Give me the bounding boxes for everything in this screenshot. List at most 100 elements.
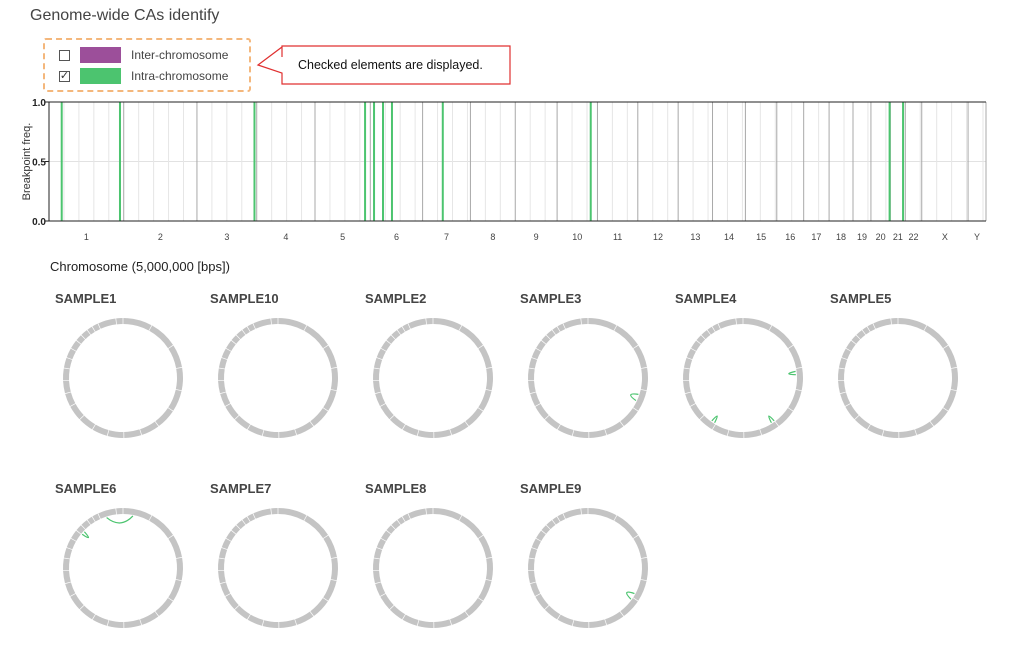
chromosome-arc bbox=[841, 369, 842, 380]
chromosome-arc bbox=[151, 328, 171, 346]
chromosome-arc bbox=[66, 381, 68, 393]
chromosome-arc bbox=[171, 390, 179, 409]
chromosome-arc bbox=[221, 559, 222, 570]
chromosome-arc bbox=[238, 333, 243, 337]
x-tick-label: 3 bbox=[224, 232, 229, 242]
chromosome-arc bbox=[622, 410, 635, 424]
chromosome-arc bbox=[699, 337, 703, 342]
chromosome-arc bbox=[791, 347, 799, 367]
x-tick-label: 11 bbox=[613, 232, 622, 242]
chromosome-arc bbox=[694, 342, 699, 349]
chromosome-arc bbox=[157, 600, 170, 614]
chromosome-arc bbox=[89, 519, 93, 522]
chromosome-arc bbox=[531, 381, 533, 393]
chromosome-arc bbox=[171, 347, 179, 367]
chromosome-arc bbox=[404, 326, 409, 329]
chromosome-arc bbox=[296, 424, 312, 432]
chromosome-arc bbox=[693, 405, 702, 417]
chromosome-arc bbox=[532, 549, 534, 558]
breakpoint-bar bbox=[61, 102, 63, 221]
chromosome-arc bbox=[399, 519, 403, 522]
chromosome-arc bbox=[229, 532, 234, 539]
chromosome-arc bbox=[864, 329, 868, 332]
chromosome-arc bbox=[334, 368, 335, 389]
chromosome-arc bbox=[393, 333, 398, 337]
intra-chromosome-link bbox=[627, 592, 635, 599]
y-tick-label: 0.0 bbox=[32, 217, 46, 228]
sample-panel[interactable]: SAMPLE8 bbox=[365, 481, 515, 651]
chromosome-arc bbox=[547, 418, 559, 427]
chromosome-arc bbox=[279, 432, 295, 435]
intra-chromosome-link bbox=[82, 532, 88, 538]
sample-panel[interactable]: SAMPLE9 bbox=[520, 481, 670, 651]
sample-panel[interactable]: SAMPLE3 bbox=[520, 291, 670, 461]
intra-chromosome-link bbox=[789, 371, 796, 374]
chromosome-arc bbox=[544, 337, 548, 342]
chromosome-arc bbox=[622, 600, 635, 614]
chromosome-arc bbox=[74, 342, 79, 349]
chromosome-arc bbox=[225, 540, 229, 548]
x-tick-label: 19 bbox=[857, 232, 867, 242]
y-tick-label: 1.0 bbox=[32, 98, 46, 109]
sample-panel[interactable]: SAMPLE4 bbox=[675, 291, 825, 461]
legend-item-intra[interactable]: ✓ Intra-chromosome bbox=[59, 67, 228, 85]
chromosome-arc bbox=[791, 390, 799, 409]
chromosome-arc bbox=[179, 368, 180, 389]
x-axis-label: Chromosome (5,000,000 [bps]) bbox=[50, 259, 230, 274]
chromosome-arc bbox=[559, 617, 573, 623]
chromosome-arc bbox=[383, 405, 392, 417]
chromosome-arc bbox=[702, 418, 714, 427]
chromosome-arc bbox=[376, 571, 378, 583]
chromosome-arc bbox=[589, 432, 605, 435]
chromosome-arc bbox=[83, 333, 88, 337]
legend-item-inter[interactable]: Inter-chromosome bbox=[59, 46, 228, 64]
x-tick-label: 7 bbox=[444, 232, 449, 242]
circos-plot bbox=[55, 493, 205, 643]
chromosome-arc bbox=[326, 390, 334, 409]
circos-plot bbox=[210, 303, 360, 453]
chromosome-arc bbox=[686, 369, 687, 380]
x-tick-label: 16 bbox=[785, 232, 795, 242]
sample-panel[interactable]: SAMPLE5 bbox=[830, 291, 980, 461]
chromosome-arc bbox=[94, 326, 99, 329]
chromosome-arc bbox=[378, 393, 383, 405]
chromosome-arc bbox=[255, 511, 271, 516]
chromosome-arc bbox=[124, 432, 140, 435]
chromosome-arc bbox=[744, 432, 760, 435]
page-title: Genome-wide CAs identify bbox=[30, 7, 219, 25]
intra-chromosome-checkbox[interactable]: ✓ bbox=[59, 71, 70, 82]
chromosome-arc bbox=[79, 527, 83, 532]
chromosome-arc bbox=[249, 427, 263, 433]
chromosome-arc bbox=[433, 511, 460, 518]
sample-panel[interactable]: SAMPLE10 bbox=[210, 291, 360, 461]
chromosome-arc bbox=[67, 359, 69, 368]
sample-panel[interactable]: SAMPLE6 bbox=[55, 481, 205, 651]
chromosome-arc bbox=[538, 595, 547, 607]
sample-panel[interactable]: SAMPLE2 bbox=[365, 291, 515, 461]
circos-plot bbox=[365, 493, 515, 643]
sample-panel[interactable]: SAMPLE1 bbox=[55, 291, 205, 461]
chromosome-arc bbox=[548, 523, 553, 527]
chromosome-arc bbox=[376, 381, 378, 393]
chromosome-arc bbox=[531, 369, 532, 380]
chromosome-arc bbox=[221, 381, 223, 393]
breakpoint-bar bbox=[382, 102, 384, 221]
inter-chromosome-checkbox[interactable] bbox=[59, 50, 70, 61]
chromosome-arc bbox=[151, 518, 171, 536]
chromosome-arc bbox=[108, 433, 123, 435]
chromosome-arc bbox=[720, 321, 736, 326]
x-tick-label: 22 bbox=[909, 232, 919, 242]
x-tick-label: X bbox=[942, 232, 948, 242]
chromosome-arc bbox=[380, 540, 384, 548]
chromosome-arc bbox=[70, 350, 74, 358]
chromosome-arc bbox=[384, 532, 389, 539]
chromosome-arc bbox=[234, 527, 238, 532]
sample-panel[interactable]: SAMPLE7 bbox=[210, 481, 360, 651]
circos-plot bbox=[55, 303, 205, 453]
chromosome-arc bbox=[857, 418, 869, 427]
chromosome-arc bbox=[141, 614, 157, 622]
chromosome-arc bbox=[531, 571, 533, 583]
chromosome-arc bbox=[70, 540, 74, 548]
chromosome-arc bbox=[223, 393, 228, 405]
circos-plot bbox=[365, 303, 515, 453]
